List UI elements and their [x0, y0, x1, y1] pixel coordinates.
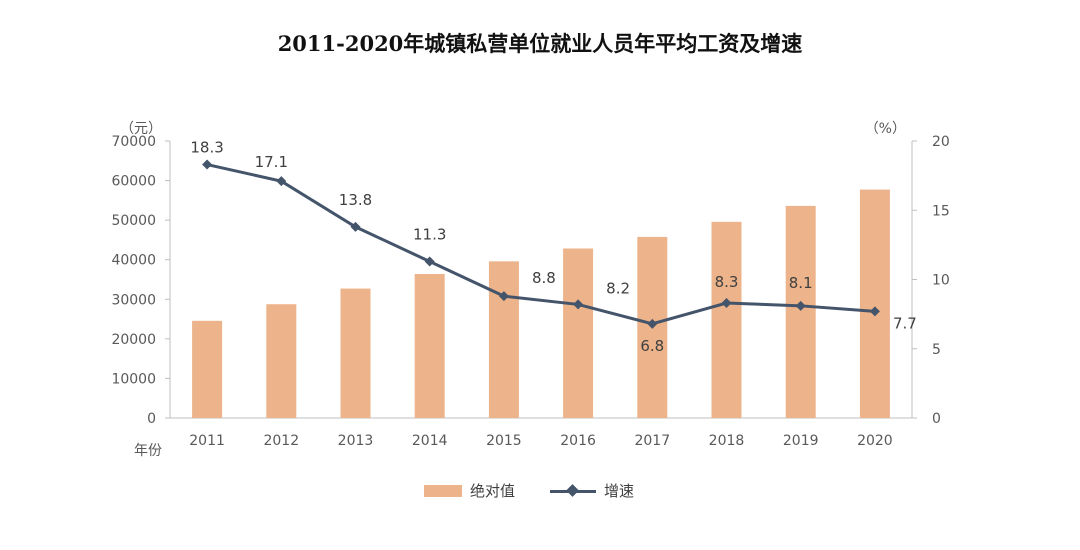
y-left-tick-label: 0: [147, 411, 156, 427]
growth-point: [350, 221, 361, 232]
x-tick-label: 2019: [783, 433, 819, 449]
chart-title: 2011-2020年城镇私营单位就业人员年平均工资及增速: [277, 31, 803, 56]
bar: [340, 288, 371, 418]
growth-point: [276, 176, 287, 187]
growth-point: [721, 298, 732, 309]
growth-point: [795, 300, 806, 311]
growth-data-label: 8.2: [606, 279, 630, 297]
y-right-tick-label: 10: [932, 273, 950, 289]
growth-point: [647, 318, 658, 329]
legend-bar-label: 绝对值: [470, 482, 516, 500]
y-left-tick-label: 40000: [111, 253, 156, 269]
bar: [266, 304, 297, 418]
legend-line-label: 增速: [604, 482, 635, 500]
bar: [785, 205, 816, 418]
chart-canvas: 0 10000 20000 30000 40000 50000 60000 70000 0 5 10…: [111, 121, 950, 459]
growth-data-label: 8.1: [789, 274, 813, 292]
growth-data-label: 17.1: [255, 153, 288, 171]
y-left-tick-label: 10000: [111, 371, 156, 387]
legend-item-line: 增速: [550, 480, 634, 501]
growth-point: [202, 159, 213, 170]
x-tick-label: 2013: [338, 433, 374, 449]
y-left-tick-label: 30000: [111, 292, 156, 308]
x-tick-label: 2016: [560, 433, 596, 449]
x-tick-label: 2014: [412, 433, 448, 449]
y-right-tick-label: 5: [932, 342, 941, 358]
legend-line-swatch: [550, 483, 596, 497]
legend-item-bar: 绝对值: [424, 480, 515, 501]
growth-point: [573, 299, 584, 310]
y-left-tick-label: 20000: [111, 332, 156, 348]
y-right-tick-label: 20: [932, 134, 950, 150]
bar: [563, 248, 594, 418]
growth-data-label: 18.3: [190, 139, 223, 157]
y-left-unit: （元）: [120, 121, 162, 137]
growth-data-label: 8.3: [715, 273, 739, 291]
x-tick-label: 2012: [263, 433, 299, 449]
x-tick-label: 2017: [634, 433, 670, 449]
x-tick-label: 2011: [189, 433, 225, 449]
y-left-tick-label: 50000: [111, 213, 156, 229]
y-right-tick-label: 15: [932, 203, 950, 219]
legend: 绝对值 增速: [0, 480, 1080, 504]
bar: [414, 273, 445, 418]
y-right-tick-label: 0: [932, 411, 941, 427]
bar: [192, 320, 223, 418]
x-tick-label: 2020: [857, 433, 893, 449]
legend-bar-swatch: [424, 484, 462, 497]
growth-data-label: 11.3: [413, 225, 446, 243]
growth-data-label: 7.7: [893, 314, 917, 332]
x-tick-label: 2015: [486, 433, 522, 449]
growth-data-label: 8.8: [532, 269, 556, 287]
y-right-unit: （%）: [865, 121, 906, 137]
growth-data-label: 6.8: [640, 337, 664, 355]
bar: [488, 261, 519, 418]
growth-point: [498, 291, 509, 302]
growth-point: [424, 256, 435, 267]
growth-line: [206, 163, 876, 326]
y-left-tick-label: 70000: [111, 134, 156, 150]
growth-data-label: 13.8: [339, 191, 372, 209]
growth-point: [869, 306, 880, 317]
x-tick-label: 2018: [709, 433, 745, 449]
bar: [711, 221, 742, 418]
bar: [859, 189, 890, 418]
x-axis-label: 年份: [134, 443, 162, 459]
y-left-tick-label: 60000: [111, 174, 156, 190]
